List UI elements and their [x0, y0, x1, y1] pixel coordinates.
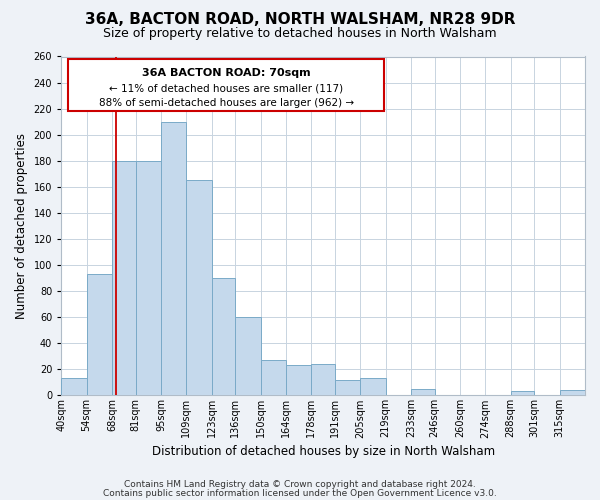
- Bar: [260, 360, 286, 396]
- Bar: [136, 161, 161, 396]
- Bar: [286, 366, 311, 396]
- Text: ← 11% of detached houses are smaller (117): ← 11% of detached houses are smaller (11…: [109, 84, 343, 94]
- Bar: [186, 180, 212, 396]
- Bar: [86, 274, 112, 396]
- Bar: [411, 389, 434, 396]
- Text: 36A BACTON ROAD: 70sqm: 36A BACTON ROAD: 70sqm: [142, 68, 310, 78]
- Bar: [212, 278, 235, 396]
- Bar: [68, 59, 384, 111]
- Text: 36A, BACTON ROAD, NORTH WALSHAM, NR28 9DR: 36A, BACTON ROAD, NORTH WALSHAM, NR28 9D…: [85, 12, 515, 28]
- Text: Contains public sector information licensed under the Open Government Licence v3: Contains public sector information licen…: [103, 488, 497, 498]
- Bar: [360, 378, 386, 396]
- Bar: [311, 364, 335, 396]
- Text: 88% of semi-detached houses are larger (962) →: 88% of semi-detached houses are larger (…: [98, 98, 354, 108]
- Text: Size of property relative to detached houses in North Walsham: Size of property relative to detached ho…: [103, 28, 497, 40]
- Bar: [61, 378, 86, 396]
- Bar: [112, 161, 136, 396]
- Text: Contains HM Land Registry data © Crown copyright and database right 2024.: Contains HM Land Registry data © Crown c…: [124, 480, 476, 489]
- Bar: [235, 317, 260, 396]
- Y-axis label: Number of detached properties: Number of detached properties: [15, 133, 28, 319]
- Bar: [560, 390, 585, 396]
- X-axis label: Distribution of detached houses by size in North Walsham: Distribution of detached houses by size …: [152, 444, 494, 458]
- Bar: [161, 122, 186, 396]
- Bar: [511, 392, 534, 396]
- Bar: [335, 380, 360, 396]
